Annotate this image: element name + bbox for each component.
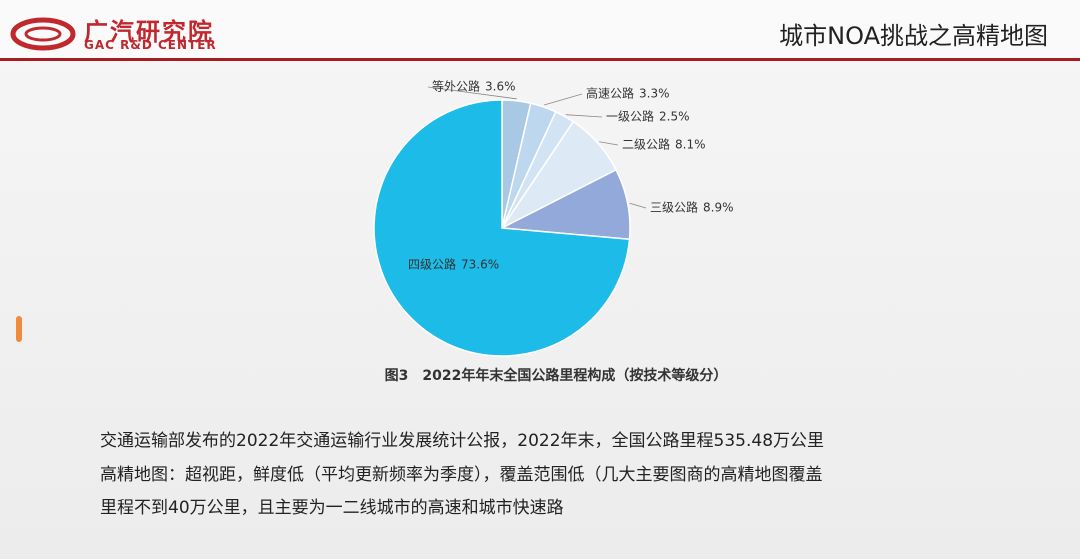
- logo-mark: [10, 17, 76, 51]
- leader-line: [565, 114, 603, 118]
- chart-caption: 图3 2022年年末全国公路里程构成（按技术等级分）: [385, 367, 728, 384]
- slice-value-label: 2.5%: [659, 110, 690, 124]
- slice-label: 四级公路: [408, 257, 456, 272]
- leader-line: [599, 141, 619, 146]
- header-rule: [0, 58, 1080, 61]
- logo-subtext: GAC R&D CENTER: [84, 38, 217, 52]
- slice-label: 一级公路: [606, 109, 654, 124]
- slide-title: 城市NOA挑战之高精地图: [779, 22, 1048, 50]
- slice-value-label: 8.1%: [675, 138, 706, 152]
- chart: 图3 2022年年末全国公路里程构成（按技术等级分） 等外公路 3.6% 高速公路 3…: [373, 79, 734, 384]
- slice-value-label: 3.3%: [639, 87, 670, 101]
- text-line: 高精地图：超视距，鲜度低（平均更新频率为季度），覆盖范围低（几大主要图商的高精地…: [100, 465, 823, 485]
- slice-label: 等外公路: [432, 79, 480, 94]
- slice-label: 高速公路: [586, 86, 634, 101]
- pie-slice: [373, 99, 631, 357]
- leader-line: [629, 202, 647, 209]
- text-line: 交通运输部发布的2022年交通运输行业发展统计公报，2022年末，全国公路里程5…: [100, 431, 825, 451]
- leader-line: [543, 93, 583, 106]
- text-line: 里程不到40万公里，且主要为一二线城市的高速和城市快速路: [100, 498, 564, 518]
- slice-label: 二级公路: [622, 137, 670, 152]
- slice-label: 三级公路: [650, 200, 698, 215]
- slice-value-label: 3.6%: [485, 80, 516, 94]
- slice-value-label: 73.6%: [461, 258, 499, 272]
- header: 广汽研究院 GAC R&D CENTER 城市NOA挑战之高精地图: [0, 0, 1080, 60]
- logo-text: 广汽研究院: [84, 18, 214, 46]
- leader-line: [427, 86, 517, 100]
- slice-value-label: 8.9%: [703, 201, 734, 215]
- side-handle: [16, 316, 22, 342]
